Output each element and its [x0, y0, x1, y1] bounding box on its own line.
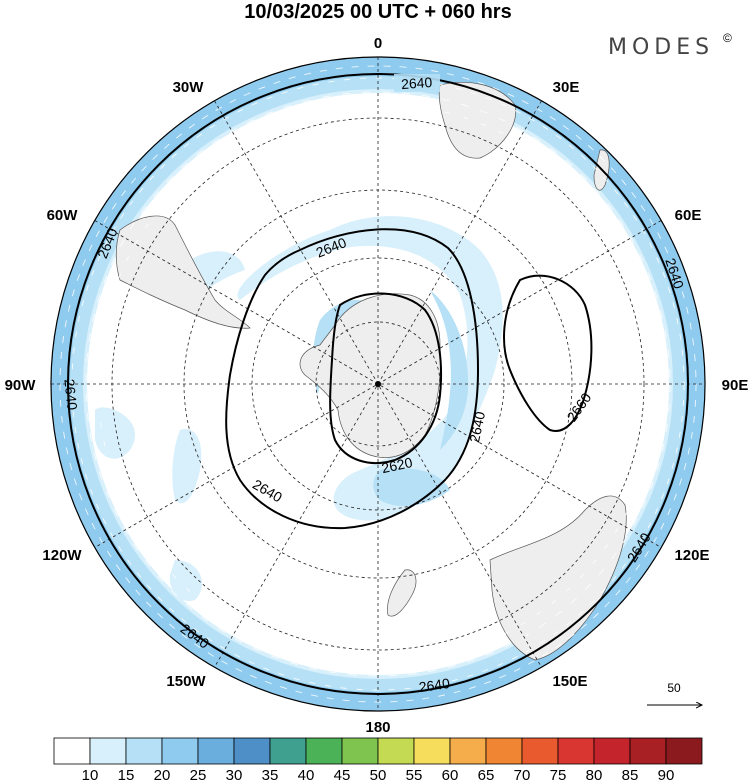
lon-label-60w: 60W — [47, 207, 79, 224]
colorbar: 10 15 20 25 30 35 40 45 50 55 60 65 70 75 80 85 90 — [53, 737, 703, 782]
contour-2640-outer — [67, 73, 689, 695]
reference-vector-label: 50 — [667, 681, 681, 695]
colorbar-swatch — [521, 737, 559, 765]
colorbar-swatch — [197, 737, 235, 765]
contour-label-outer-left: 2640 — [61, 378, 80, 411]
colorbar-swatch — [125, 737, 163, 765]
colorbar-swatch — [449, 737, 487, 765]
brand-copyright-mark: © — [723, 31, 732, 45]
south-pole-marker — [375, 381, 381, 387]
contour-label-inner-right: 2640 — [466, 410, 488, 444]
lon-label-60e: 60E — [675, 207, 702, 224]
colorbar-swatch — [269, 737, 307, 765]
contour-2640-inner — [225, 228, 480, 530]
colorbar-tick-label: 15 — [118, 767, 135, 782]
colorbar-swatch — [305, 737, 343, 765]
lon-label-120e: 120E — [674, 547, 709, 564]
australia-land — [489, 495, 627, 661]
colorbar-tick-label: 35 — [262, 767, 279, 782]
colorbar-tick-label: 55 — [406, 767, 423, 782]
colorbar-swatch — [377, 737, 415, 765]
lon-label-120w: 120W — [42, 547, 82, 564]
lon-label-150w: 150W — [166, 673, 206, 690]
new-zealand-land — [387, 569, 417, 617]
colorbar-swatch — [89, 737, 127, 765]
colorbar-tick-label: 80 — [586, 767, 603, 782]
colorbar-swatch — [557, 737, 595, 765]
colorbar-tick-label: 50 — [370, 767, 387, 782]
colorbar-tick-label: 85 — [622, 767, 639, 782]
contour-label-outer-top: 2640 — [401, 74, 433, 92]
lon-label-90e: 90E — [722, 377, 749, 394]
colorbar-tick-label: 25 — [190, 767, 207, 782]
colorbar-tick-label: 10 — [82, 767, 99, 782]
colorbar-tick-label: 60 — [442, 767, 459, 782]
colorbar-swatch — [161, 737, 199, 765]
lon-label-90w: 90W — [5, 377, 37, 394]
brand-logo: MODES — [608, 35, 714, 60]
colorbar-swatch — [665, 737, 703, 765]
contour-2620 — [329, 292, 443, 465]
colorbar-tick-label: 40 — [298, 767, 315, 782]
colorbar-tick-label: 70 — [514, 767, 531, 782]
height-contours — [67, 73, 689, 695]
colorbar-tick-label: 65 — [478, 767, 495, 782]
lon-label-30e: 30E — [553, 79, 580, 96]
lon-label-150e: 150E — [552, 673, 587, 690]
south-america-land — [115, 215, 251, 329]
map-disc: 2640 2640 2640 2640 2640 2640 2640 2640 … — [51, 57, 705, 711]
africa-land — [438, 82, 517, 159]
colorbar-tick-label: 30 — [226, 767, 243, 782]
colorbar-swatch — [341, 737, 379, 765]
contour-2660 — [503, 274, 593, 432]
lon-label-0: 0 — [374, 35, 382, 52]
longitude-labels: 0 30E 60E 90E 120E 150E 180 150W 120W 90… — [5, 35, 749, 736]
colorbar-swatch — [629, 737, 667, 765]
colorbar-tick-label: 90 — [658, 767, 675, 782]
map-title: 10/03/2025 00 UTC + 060 hrs — [244, 1, 511, 23]
land-masses — [115, 82, 627, 661]
colorbar-tick-label: 45 — [334, 767, 351, 782]
colorbar-swatch — [485, 737, 523, 765]
wind-reference-vector: 50 — [647, 681, 702, 705]
colorbar-swatch — [593, 737, 631, 765]
contour-label-outer-bottom: 2640 — [418, 675, 451, 695]
lon-label-30w: 30W — [173, 79, 205, 96]
map-border — [50, 56, 706, 712]
colorbar-swatch — [233, 737, 271, 765]
colorbar-tick-label: 20 — [154, 767, 171, 782]
lon-label-180: 180 — [365, 719, 390, 736]
colorbar-swatch — [53, 737, 91, 765]
antarctica-land — [299, 293, 441, 458]
colorbar-tick-label: 75 — [550, 767, 567, 782]
colorbar-swatch — [413, 737, 451, 765]
wind-shading-inner-patches — [95, 216, 503, 601]
contour-label-low-center: 2620 — [380, 454, 414, 476]
